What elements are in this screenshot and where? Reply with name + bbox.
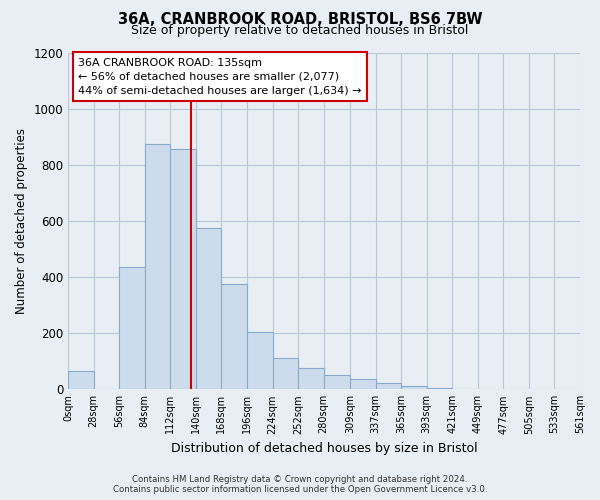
- Bar: [145, 144, 170, 390]
- Y-axis label: Number of detached properties: Number of detached properties: [15, 128, 28, 314]
- Bar: [247, 332, 272, 390]
- X-axis label: Distribution of detached houses by size in Bristol: Distribution of detached houses by size …: [171, 442, 478, 455]
- Bar: [427, 388, 452, 390]
- Bar: [298, 368, 323, 390]
- Bar: [401, 386, 427, 390]
- Text: 36A CRANBROOK ROAD: 135sqm
← 56% of detached houses are smaller (2,077)
44% of s: 36A CRANBROOK ROAD: 135sqm ← 56% of deta…: [79, 58, 362, 96]
- Bar: [119, 267, 145, 390]
- Bar: [68, 371, 94, 390]
- Text: 36A, CRANBROOK ROAD, BRISTOL, BS6 7BW: 36A, CRANBROOK ROAD, BRISTOL, BS6 7BW: [118, 12, 482, 28]
- Bar: [376, 383, 401, 390]
- Bar: [196, 228, 221, 390]
- Bar: [350, 378, 376, 390]
- Bar: [221, 284, 247, 390]
- Text: Size of property relative to detached houses in Bristol: Size of property relative to detached ho…: [131, 24, 469, 37]
- Text: Contains HM Land Registry data © Crown copyright and database right 2024.
Contai: Contains HM Land Registry data © Crown c…: [113, 474, 487, 494]
- Bar: [272, 358, 298, 390]
- Bar: [170, 150, 196, 390]
- Bar: [452, 388, 478, 390]
- Bar: [323, 376, 350, 390]
